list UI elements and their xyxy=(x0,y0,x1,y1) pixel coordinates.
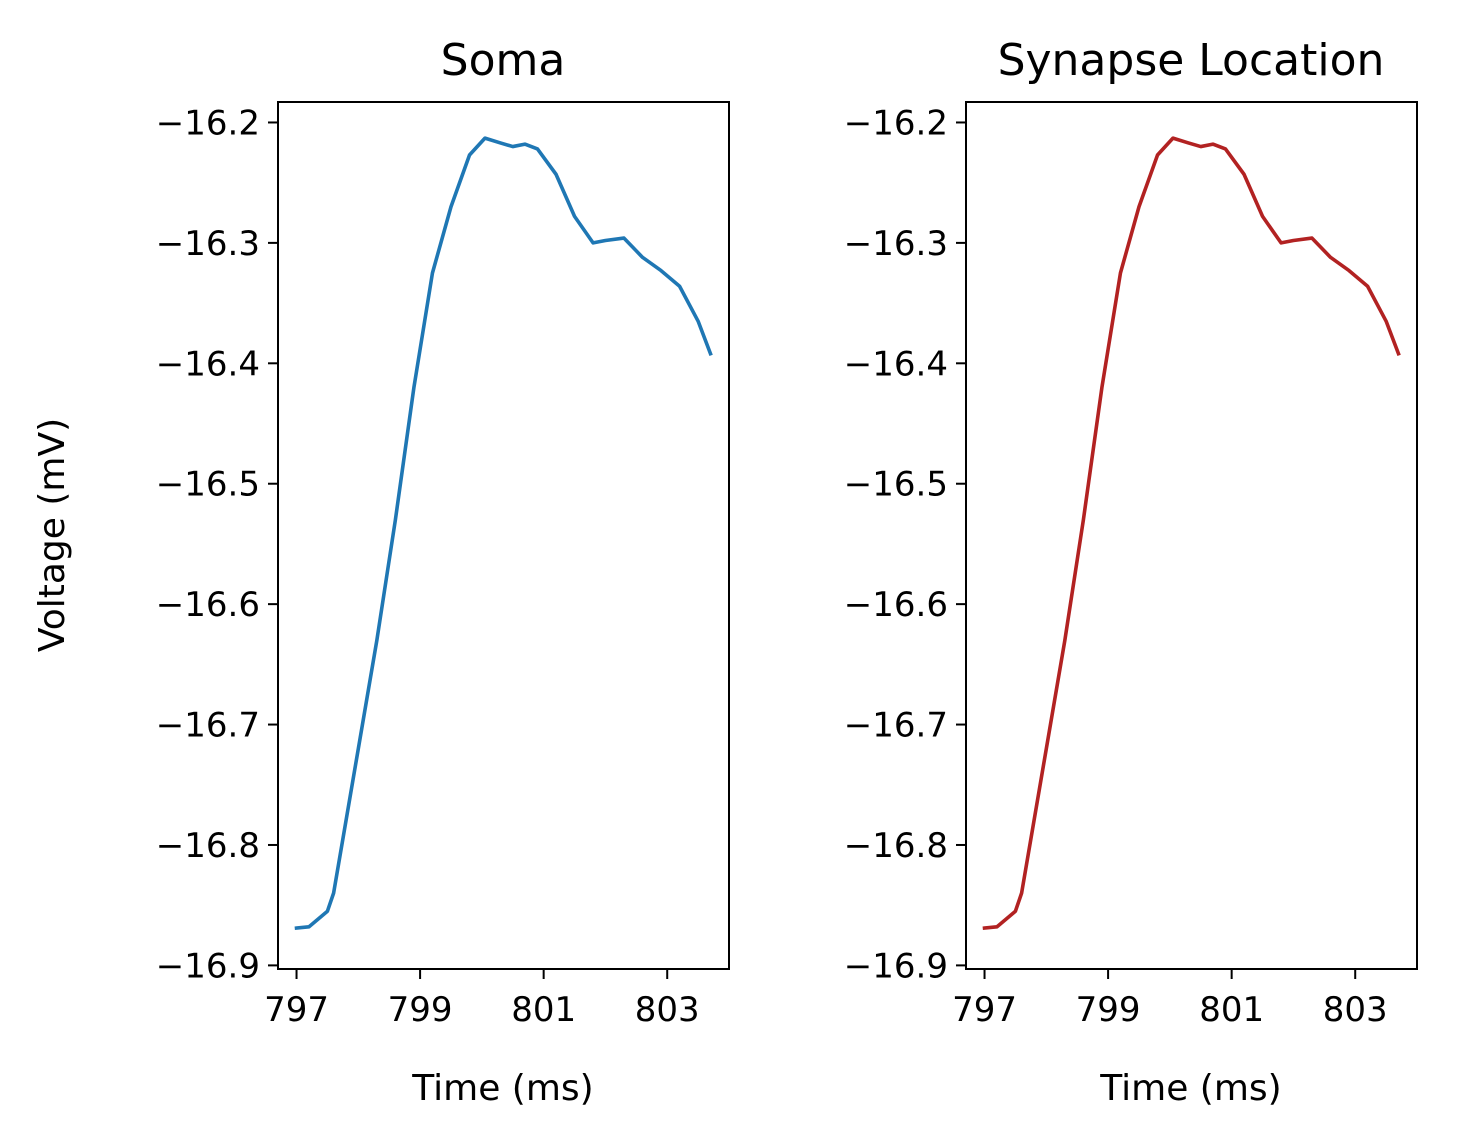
synapse-title: Synapse Location xyxy=(998,35,1385,86)
soma-title: Soma xyxy=(441,35,566,86)
synapse-axes-frame xyxy=(965,101,1418,970)
y-tick-label: −16.9 xyxy=(156,946,260,986)
x-tick-label: 797 xyxy=(952,990,1017,1030)
x-tick-label: 799 xyxy=(1076,990,1141,1030)
x-tick-label: 799 xyxy=(388,990,453,1030)
y-tick-label: −16.6 xyxy=(844,585,948,625)
y-tick-label: −16.4 xyxy=(156,344,260,384)
y-tick-label: −16.4 xyxy=(844,344,948,384)
x-tick-label: 803 xyxy=(1323,990,1388,1030)
synapse-x-axis-label: Time (ms) xyxy=(1099,1068,1281,1109)
y-tick-label: −16.2 xyxy=(156,103,260,143)
y-tick-label: −16.9 xyxy=(844,946,948,986)
y-tick-label: −16.3 xyxy=(844,224,948,264)
soma-x-axis-label: Time (ms) xyxy=(411,1068,593,1109)
x-tick-label: 797 xyxy=(264,990,329,1030)
soma-panel: Soma Voltage (mV) Time (ms) 797 799 801 803… xyxy=(32,35,730,1109)
x-tick-label: 801 xyxy=(511,990,576,1030)
y-tick-label: −16.2 xyxy=(844,103,948,143)
soma-y-axis-label: Voltage (mV) xyxy=(32,418,73,652)
y-tick-label: −16.7 xyxy=(844,706,948,746)
synapse-ticks: 797 799 801 803 −16.9 −16.8 −16.7 −16.6 −16.5 −16… xyxy=(844,103,1388,1030)
y-tick-label: −16.8 xyxy=(844,826,948,866)
y-tick-label: −16.7 xyxy=(156,706,260,746)
x-tick-label: 801 xyxy=(1199,990,1264,1030)
y-tick-label: −16.8 xyxy=(156,826,260,866)
soma-voltage-line xyxy=(294,136,713,931)
soma-ticks: 797 799 801 803 −16.9 −16.8 −16.7 −16.6 −16.5 −16… xyxy=(156,103,700,1030)
y-tick-label: −16.5 xyxy=(844,465,948,505)
soma-axes-frame xyxy=(277,101,730,970)
y-tick-label: −16.6 xyxy=(156,585,260,625)
synapse-voltage-line xyxy=(982,136,1401,931)
y-tick-label: −16.3 xyxy=(156,224,260,264)
y-tick-label: −16.5 xyxy=(156,465,260,505)
x-tick-label: 803 xyxy=(635,990,700,1030)
synapse-panel: Synapse Location Time (ms) 797 799 801 803 −… xyxy=(844,35,1418,1109)
